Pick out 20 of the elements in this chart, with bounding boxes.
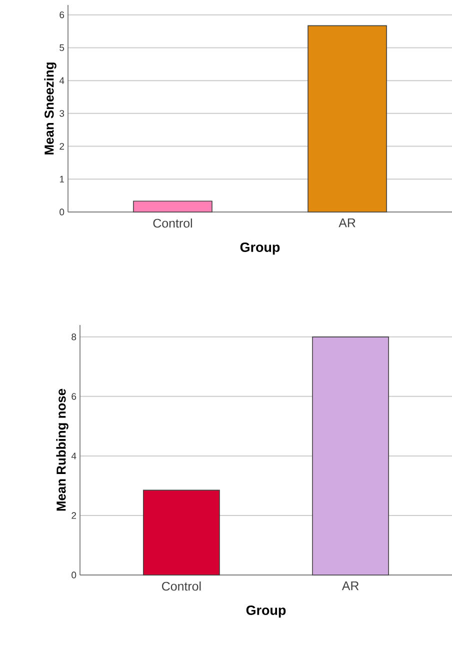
x-axis-title: Group	[246, 605, 286, 618]
y-tick-label: 1	[60, 176, 64, 182]
x-tick-label: AR	[338, 218, 356, 228]
y-tick-label: 4	[59, 77, 64, 84]
y-tick-label: 6	[71, 393, 76, 400]
y-tick-label: 5	[59, 44, 64, 52]
y-tick-label: 8	[71, 334, 76, 340]
y-axis-title: Mean Rubbing nose	[56, 388, 68, 511]
y-tick-label: 3	[59, 110, 64, 117]
x-axis-title: Group	[240, 242, 280, 255]
x-tick-label: Control	[153, 218, 192, 228]
x-tick-label: Control	[162, 582, 200, 591]
y-axis-title: Mean Sneezing	[44, 62, 56, 154]
y-tick-label: 0	[59, 208, 64, 216]
y-tick-label: 2	[59, 142, 64, 150]
y-tick-label: 0	[71, 572, 76, 578]
y-tick-label: 2	[71, 512, 76, 519]
y-tick-label: 4	[71, 452, 76, 460]
x-tick-label: AR	[342, 582, 358, 590]
y-tick-label: 6	[59, 12, 64, 18]
